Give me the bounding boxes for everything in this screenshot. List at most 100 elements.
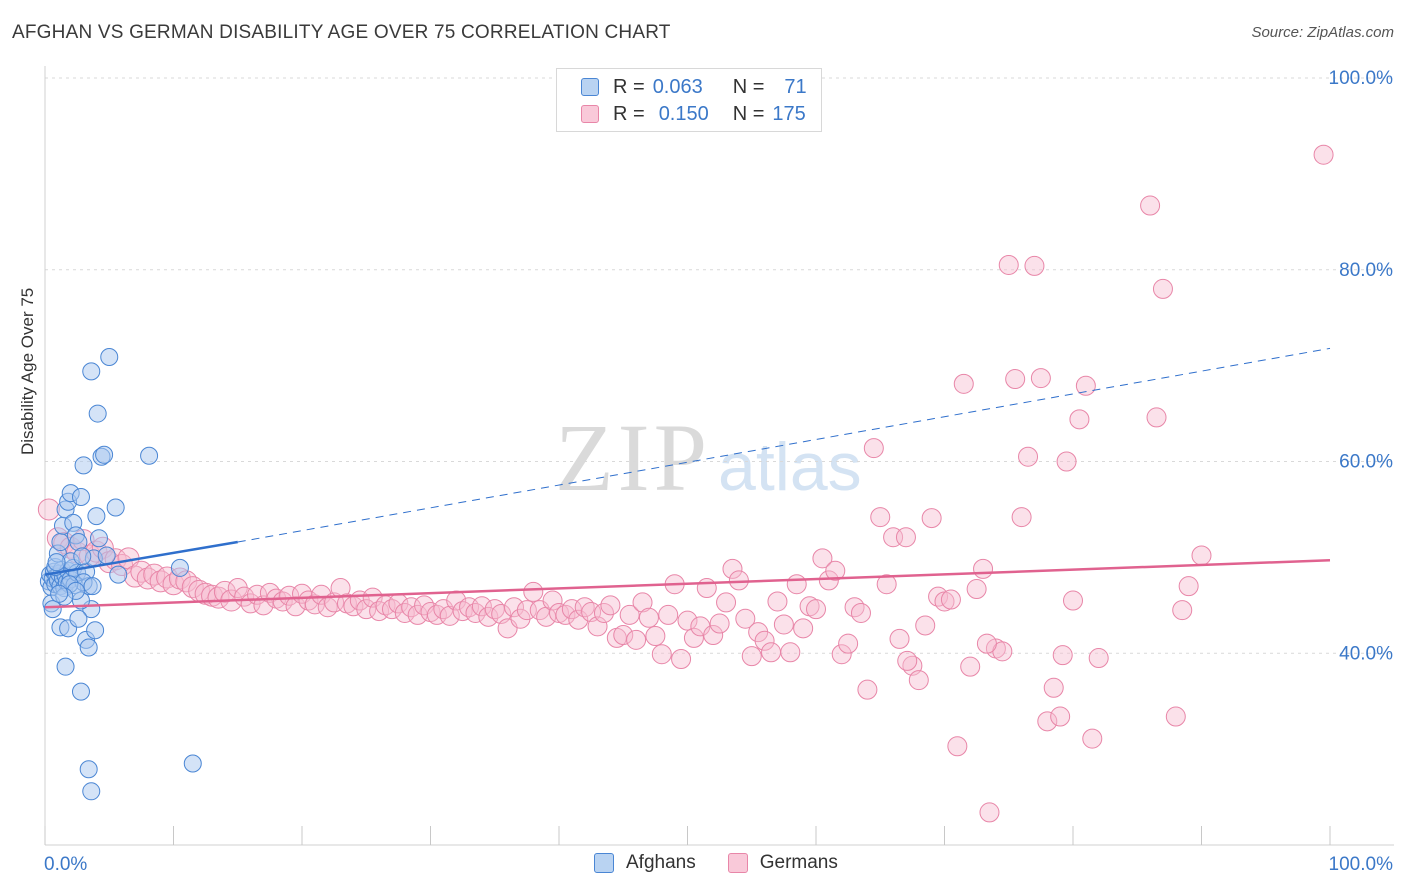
source-note: Source: ZipAtlas.com [1251, 24, 1394, 41]
gridlines [45, 77, 1394, 654]
afghans-point [100, 347, 119, 366]
germans-point [1030, 368, 1051, 389]
germans-point [761, 642, 782, 663]
germans-point [362, 587, 383, 608]
germans-point [716, 592, 737, 613]
germans-point [793, 618, 814, 639]
y-tick-label: 60.0% [1339, 452, 1393, 473]
germans-point [1024, 255, 1045, 276]
germans-point [542, 590, 563, 611]
germans-point [311, 584, 332, 605]
germans-point [889, 628, 910, 649]
germans-point [998, 254, 1019, 275]
germans-point [844, 597, 865, 618]
germans-point [619, 604, 640, 625]
y-tick-label: 40.0% [1339, 643, 1393, 664]
germans-point [1075, 375, 1096, 396]
germans-point [1050, 706, 1071, 727]
axes [44, 66, 1394, 846]
afghans-legend-label: Afghans [626, 852, 696, 873]
afghans-point [106, 498, 125, 517]
x-tick-label: 0.0% [44, 854, 87, 875]
germans-point [130, 560, 153, 583]
afghans-swatch [581, 78, 599, 96]
germans-point [1172, 600, 1193, 621]
germans-point [780, 642, 801, 663]
r-label: R = [613, 102, 645, 125]
germans-point [207, 586, 230, 609]
afghans-point [97, 546, 116, 565]
germans-point [1052, 645, 1073, 666]
germans-point [818, 570, 839, 591]
afghans-point [74, 456, 93, 475]
afghans-points [39, 347, 202, 801]
afghans-point [183, 754, 202, 773]
germans-point [908, 670, 929, 691]
x-tick-label: 100.0% [1329, 854, 1394, 875]
n-value: 175 [772, 102, 806, 125]
germans-point [149, 570, 172, 593]
germans-point [722, 558, 743, 579]
germans-point [272, 591, 293, 612]
germans-point [767, 591, 788, 612]
germans-point [897, 650, 918, 671]
germans-point [658, 604, 679, 625]
germans-point [1063, 590, 1083, 611]
germans-point [947, 736, 968, 757]
r-value: 0.150 [658, 102, 709, 125]
germans-point [1069, 409, 1090, 430]
germans-point [709, 613, 730, 634]
germans-point [1191, 545, 1212, 566]
germans-point [863, 438, 884, 459]
chart-title: AFGHAN VS GERMAN DISABILITY AGE OVER 75 … [12, 22, 671, 43]
germans-point [587, 616, 608, 637]
germans-point [838, 633, 859, 654]
germans-point [976, 633, 997, 654]
germans-point [638, 607, 659, 628]
afghans-point [43, 600, 62, 619]
afghans-point [88, 404, 107, 423]
germans-point [876, 574, 897, 595]
germans-point [298, 590, 319, 611]
n-value: 71 [784, 75, 807, 98]
germans-point [895, 527, 916, 548]
germans-point [523, 581, 544, 602]
germans-point [825, 560, 846, 581]
germans-point [593, 602, 614, 623]
germans-point [915, 615, 936, 636]
n-label: N = [732, 75, 765, 98]
germans-point [1037, 711, 1058, 732]
germans-point [651, 644, 672, 665]
germans-point [973, 558, 994, 579]
watermark-atlas: atlas [718, 429, 862, 505]
afghans-point [56, 657, 75, 676]
germans-point [568, 609, 589, 630]
germans-point [561, 599, 582, 620]
afghans-point [71, 682, 90, 701]
germans-point [1178, 576, 1199, 597]
germans-point [478, 606, 499, 627]
germans-legend-swatch [727, 853, 748, 873]
germans-point [394, 602, 415, 623]
germans-point [1043, 677, 1064, 698]
n-label: N = [732, 102, 765, 125]
germans-point [683, 627, 704, 648]
afghans-point [89, 529, 108, 548]
germans-point [626, 629, 647, 650]
germans-point [452, 601, 473, 622]
germans-point [632, 592, 653, 613]
afghans-point [87, 507, 106, 526]
afghans-point [170, 558, 189, 577]
germans-point [812, 548, 833, 569]
afghans-point [83, 577, 102, 596]
germans-point [1088, 648, 1109, 669]
germans-point [921, 508, 942, 529]
germans-point [857, 679, 878, 700]
afghans-point [79, 638, 98, 657]
watermark-zip: ZIP [555, 404, 711, 511]
germans-point [754, 630, 775, 651]
germans-point [677, 610, 698, 631]
germans-point [741, 646, 762, 667]
germans-point [979, 802, 1000, 823]
legend-row-afghans: R = 0.063 N = 71 [581, 75, 807, 99]
